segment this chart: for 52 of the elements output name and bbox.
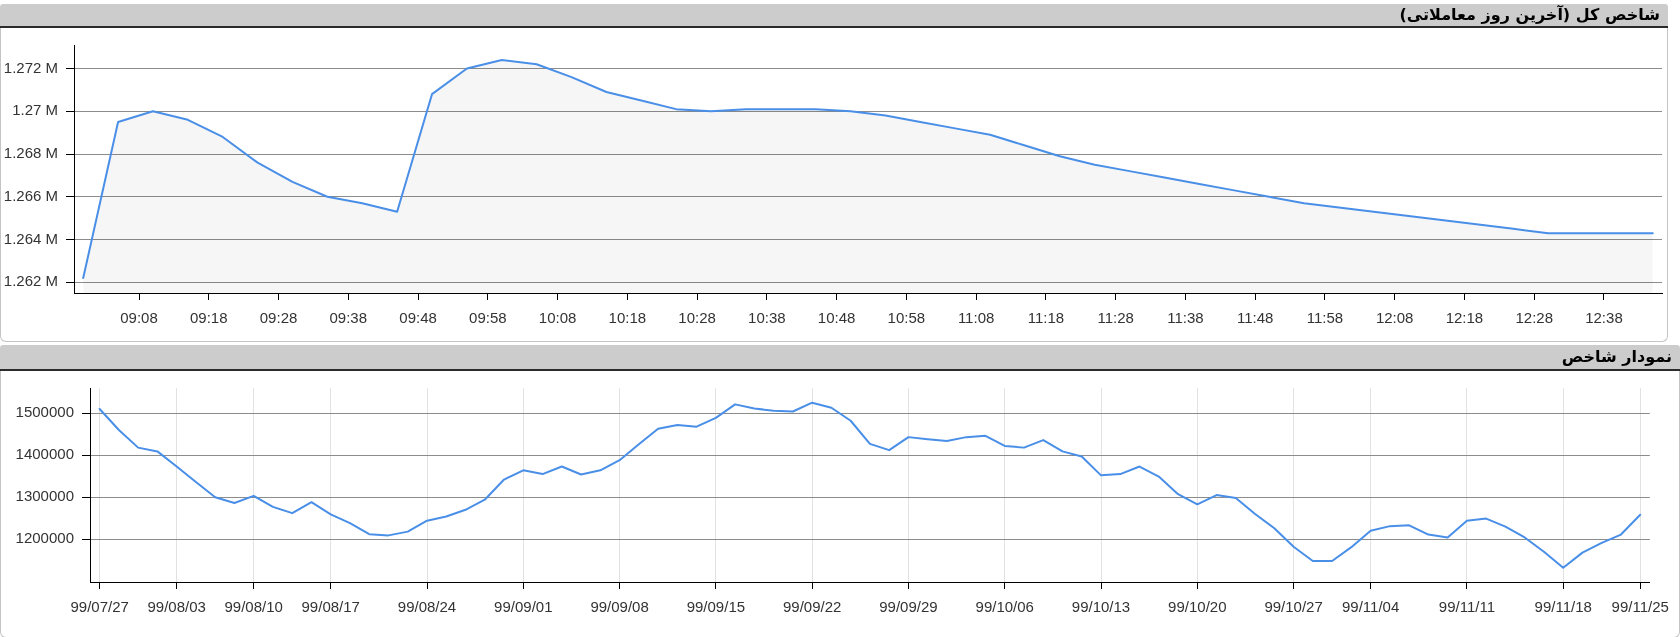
x-tick-label: 10:18 [608,309,647,327]
y-tick-label: 1.272 M [3,58,58,76]
y-tick-label: 1.268 M [3,144,58,162]
x-tick-label: 99/10/06 [975,598,1034,616]
x-tick-label: 12:28 [1515,309,1553,327]
x-tick-label: 11:28 [1097,309,1134,327]
x-tick-label: 09:28 [259,309,298,327]
x-tick-label: 99/10/13 [1071,598,1131,616]
y-tick-label: 1.266 M [3,186,58,204]
x-tick-label: 99/10/20 [1168,598,1227,616]
x-tick-label: 09:58 [469,309,507,327]
x-tick-label: 10:08 [538,309,577,327]
y-tick-label: 1400000 [15,445,74,463]
x-tick-label: 99/11/11 [1438,598,1495,616]
y-tick-label: 1.264 M [3,229,58,247]
x-tick-label: 99/08/24 [397,598,457,616]
y-tick-label: 1200000 [15,529,74,547]
x-tick-label: 99/11/04 [1341,598,1400,616]
x-tick-label: 10:58 [887,309,926,327]
y-tick-label: 1.27 M [12,101,58,119]
x-tick-label: 12:38 [1585,309,1623,327]
x-tick-label: 12:18 [1445,309,1484,327]
x-tick-label: 10:28 [678,309,716,327]
chart-title: شاخص کل (آخرین روز معاملاتی) [1399,5,1660,25]
x-tick-label: 99/09/29 [879,598,938,616]
x-tick-label: 12:08 [1375,309,1414,327]
x-tick-label: 99/11/18 [1534,598,1592,616]
x-tick-label: 10:48 [817,309,856,327]
x-tick-label: 09:48 [399,309,437,327]
x-tick-label: 99/09/01 [494,598,553,616]
x-tick-label: 11:38 [1167,309,1204,327]
x-tick-label: 11:08 [957,309,995,327]
x-tick-label: 99/11/25 [1611,598,1669,616]
y-tick-label: 1500000 [15,403,74,421]
y-tick-label: 1300000 [15,487,74,505]
x-tick-label: 99/09/08 [590,598,649,616]
x-tick-label: 99/09/22 [782,598,842,616]
x-tick-label: 09:18 [190,309,228,327]
x-tick-label: 11:48 [1236,309,1274,327]
x-tick-label: 11:58 [1306,309,1344,327]
x-tick-label: 09:38 [329,309,368,327]
x-tick-label: 99/07/27 [70,598,129,616]
x-tick-label: 09:08 [120,309,158,327]
x-tick-label: 99/08/03 [147,598,206,616]
x-tick-label: 99/09/15 [686,598,746,616]
x-tick-label: 99/08/10 [224,598,283,616]
x-tick-label: 10:38 [748,309,786,327]
x-tick-label: 99/10/27 [1264,598,1323,616]
x-tick-label: 11:18 [1027,309,1065,327]
y-tick-label: 1.262 M [3,272,58,290]
x-tick-label: 99/08/17 [301,598,360,616]
chart-title: نمودار شاخص [1561,346,1672,368]
